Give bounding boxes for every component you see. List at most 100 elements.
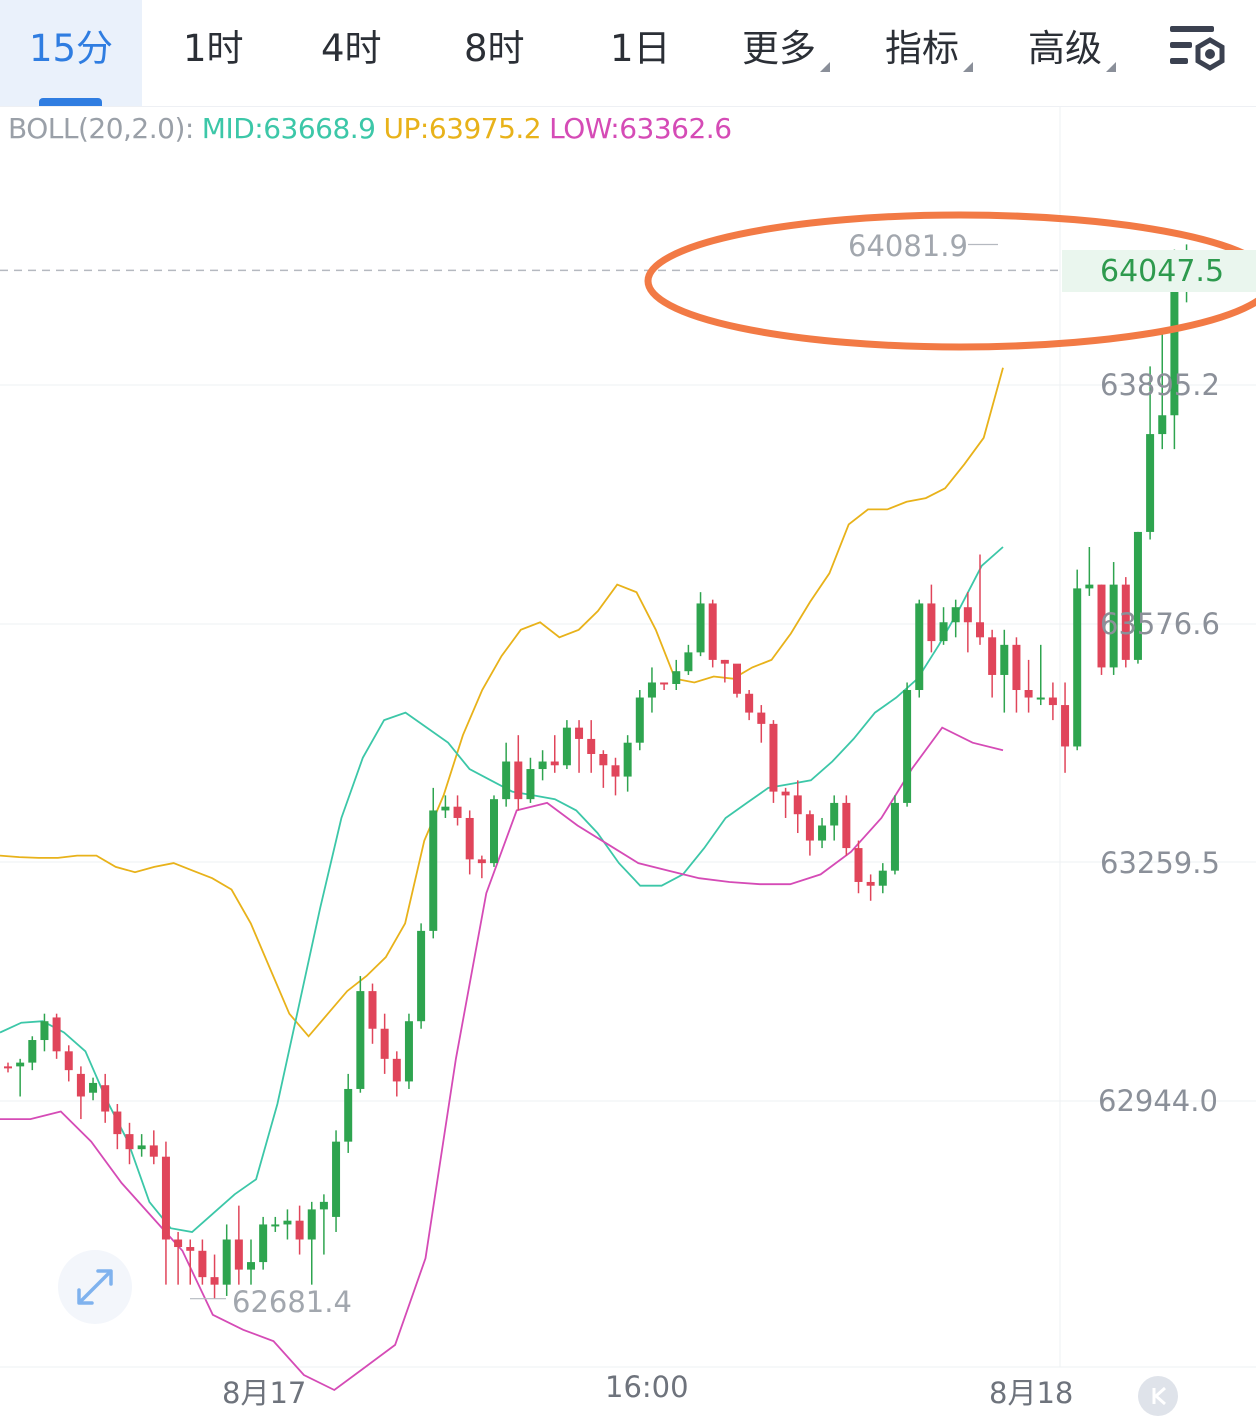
candle-body — [234, 1239, 243, 1270]
boll-params: BOLL(20,2.0): — [8, 112, 194, 145]
candle-body — [733, 663, 741, 694]
boll-mid-value: MID:63668.9 — [201, 112, 376, 145]
candle-body — [587, 738, 596, 754]
k-line-button[interactable] — [1138, 1376, 1178, 1416]
candle-body — [174, 1239, 183, 1248]
expand-icon — [77, 1269, 113, 1305]
chart-settings-button[interactable] — [1166, 20, 1226, 80]
candle-body — [149, 1145, 158, 1157]
candle-body — [502, 761, 511, 800]
candle-body — [441, 806, 450, 811]
candle-body — [125, 1134, 134, 1150]
candle-body — [854, 848, 863, 882]
tab-1h[interactable]: 1时 — [183, 27, 244, 70]
fullscreen-button[interactable] — [58, 1250, 132, 1324]
candle-body — [1085, 584, 1094, 589]
candle-body — [781, 791, 790, 796]
candle-body — [830, 802, 839, 826]
price-axis-label: 63576.6 — [1100, 607, 1220, 641]
candle-body — [1109, 584, 1118, 668]
candle-body — [878, 870, 887, 886]
candle-body — [271, 1224, 280, 1227]
candle-body — [344, 1088, 353, 1142]
candle-body — [951, 607, 960, 623]
dropdown-triangle-icon — [820, 62, 830, 72]
candle-body — [295, 1220, 304, 1240]
candle-body — [550, 761, 559, 766]
tab-advanced[interactable]: 高级 — [1028, 0, 1116, 106]
candle-body — [963, 607, 972, 623]
price-axis-label: 62944.0 — [1098, 1084, 1218, 1118]
candle-body — [89, 1082, 98, 1093]
candle-body — [210, 1277, 219, 1285]
candle-body — [283, 1220, 292, 1225]
candle-body — [538, 761, 547, 770]
candle-body — [307, 1209, 316, 1240]
candle-body — [526, 769, 535, 800]
candle-body — [976, 622, 984, 638]
high-price-marker: 64081.9 — [848, 229, 968, 263]
candle-body — [575, 727, 584, 739]
candle-body — [392, 1058, 401, 1082]
candle-body — [101, 1085, 110, 1112]
candle-body — [137, 1145, 146, 1150]
timeframe-toolbar: 15分 1时 4时 8时 1日 更多 指标 高级 — [0, 0, 1256, 107]
candle-body — [453, 806, 462, 818]
dropdown-triangle-icon — [1106, 62, 1116, 72]
candle-body — [903, 690, 912, 803]
candle-body — [757, 712, 766, 724]
candle-body — [842, 802, 851, 849]
candle-body — [599, 753, 608, 766]
candle-body — [672, 671, 681, 684]
candle-body — [417, 930, 426, 1022]
candle-body — [927, 603, 936, 642]
candle-body — [514, 761, 523, 800]
candle-body — [332, 1141, 341, 1217]
candle-body — [720, 659, 729, 664]
price-axis-label: 63259.5 — [1100, 846, 1220, 880]
low-price-marker: 62681.4 — [232, 1285, 352, 1319]
time-axis-label: 8月17 — [222, 1376, 307, 1410]
candle-body — [1097, 584, 1106, 668]
candle-body — [1048, 697, 1057, 706]
candle-body — [696, 603, 705, 653]
tab-indicators[interactable]: 指标 — [885, 0, 973, 106]
active-tab-indicator — [39, 98, 102, 106]
candle-body — [52, 1017, 61, 1052]
candle-body — [465, 817, 474, 860]
boll-lower-line — [0, 726, 1004, 1392]
tab-15min[interactable]: 15分 — [0, 0, 142, 106]
candle-body — [635, 697, 644, 743]
candle-body — [1000, 644, 1009, 675]
candle-body — [890, 802, 899, 871]
candle-body — [28, 1040, 37, 1063]
candle-body — [198, 1250, 207, 1278]
chart-grid — [0, 106, 1256, 1368]
candle-body — [793, 795, 802, 815]
candle-body — [161, 1156, 170, 1240]
tab-more[interactable]: 更多 — [742, 0, 830, 106]
candle-body — [1012, 644, 1021, 691]
boll-mid-line — [0, 546, 1004, 1233]
candle-body — [1158, 415, 1167, 435]
candle-body — [1133, 531, 1142, 660]
candle-body — [562, 727, 571, 766]
tab-1d[interactable]: 1日 — [610, 27, 671, 70]
k-icon — [1152, 1386, 1166, 1406]
tab-8h[interactable]: 8时 — [464, 27, 525, 70]
candle-body — [319, 1201, 328, 1210]
candle-body — [40, 1021, 49, 1041]
candle-body — [186, 1247, 195, 1251]
candle-body — [745, 693, 754, 713]
tab-more-label: 更多 — [742, 27, 816, 70]
candle-body — [490, 799, 498, 864]
candle-body — [76, 1073, 85, 1097]
candle-body — [1024, 690, 1033, 698]
candle-body — [1121, 584, 1130, 660]
boll-low-value: LOW:63362.6 — [549, 112, 732, 145]
candle-body — [818, 825, 827, 841]
candle-body — [1170, 291, 1179, 416]
tab-4h[interactable]: 4时 — [321, 27, 382, 70]
last-price-value: 64047.5 — [1100, 254, 1225, 289]
